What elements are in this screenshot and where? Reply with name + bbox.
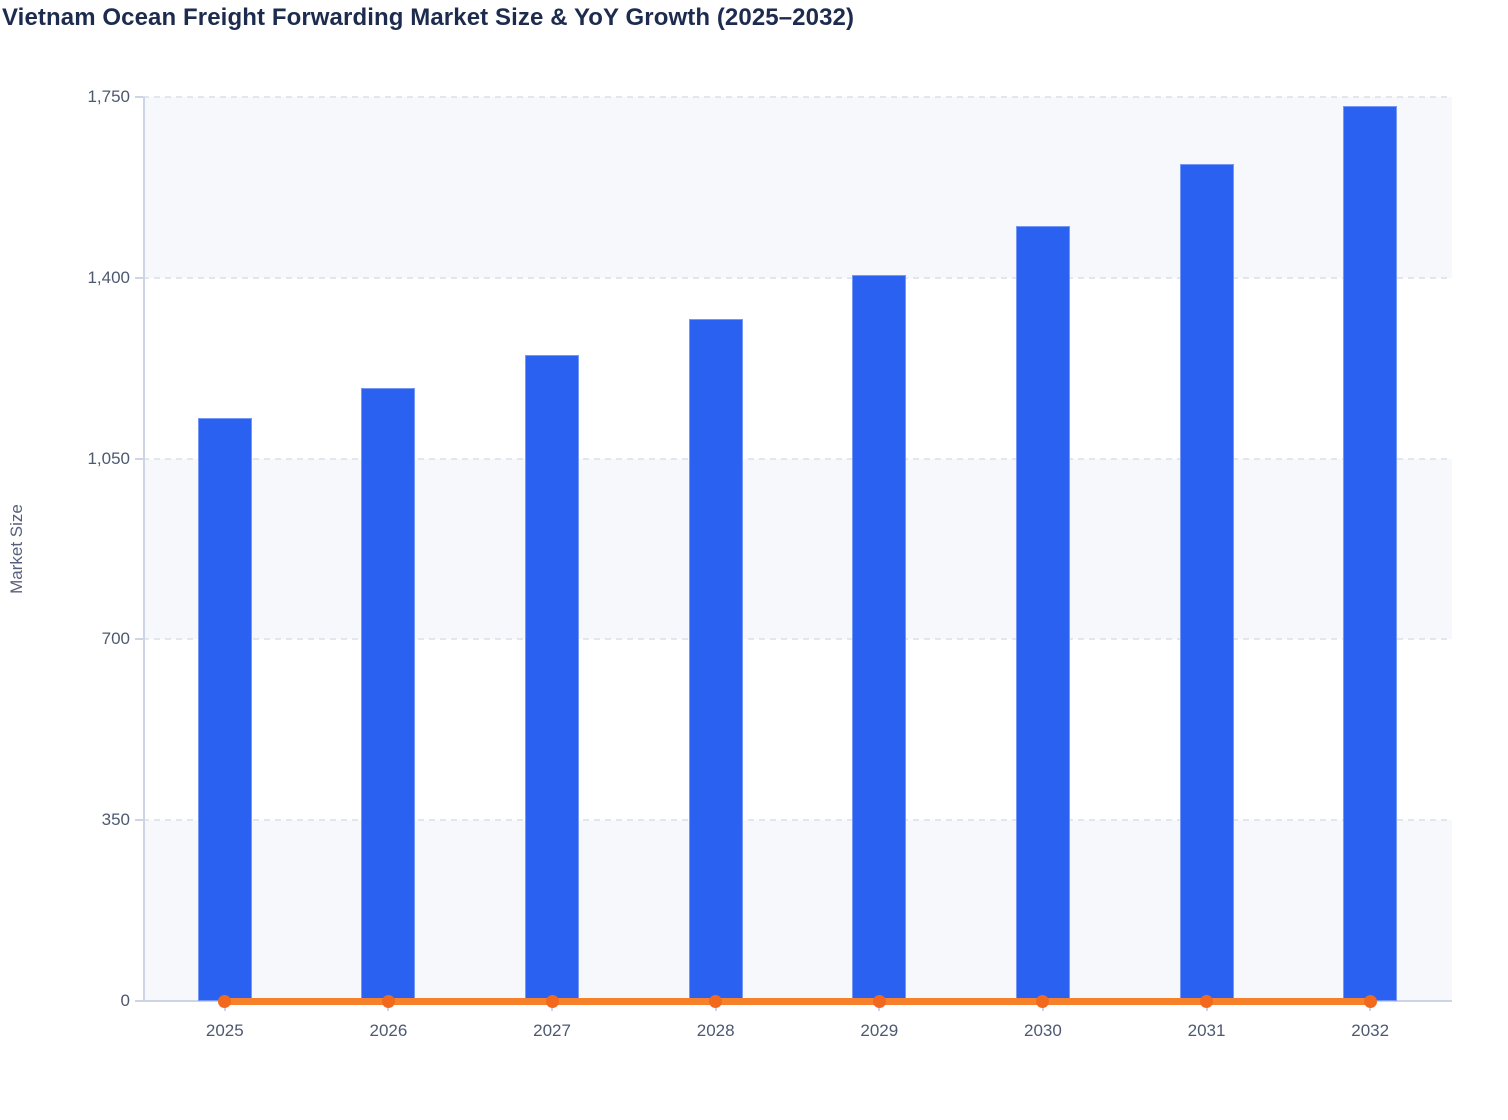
yoy-marker-2027[interactable] xyxy=(545,994,559,1008)
y-tick-label: 0 xyxy=(120,991,130,1010)
plot-band xyxy=(143,820,1452,1001)
bar-2029[interactable] xyxy=(852,274,907,1001)
yoy-marker-2029[interactable] xyxy=(872,994,886,1008)
y-tick-label: 700 xyxy=(101,629,130,649)
x-tick-label-2029: 2029 xyxy=(860,1021,899,1040)
x-tick-label-2025: 2025 xyxy=(205,1021,244,1040)
gridline xyxy=(143,638,1452,641)
y-tick-label: 1,400 xyxy=(87,267,130,287)
gridline xyxy=(143,276,1452,279)
plot-band xyxy=(143,458,1452,640)
plot-area xyxy=(143,96,1452,1008)
gridline xyxy=(143,819,1452,822)
y-axis-line xyxy=(143,97,145,1001)
gridline xyxy=(143,96,1452,98)
yoy-marker-2028[interactable] xyxy=(709,994,723,1008)
bar-2026[interactable] xyxy=(361,388,416,1001)
y-tick xyxy=(135,96,143,98)
y-tick xyxy=(135,819,143,822)
bar-2032[interactable] xyxy=(1343,105,1398,1001)
x-tick-label-2030: 2030 xyxy=(1024,1021,1062,1040)
yoy-growth-line[interactable] xyxy=(221,997,1374,1005)
y-tick xyxy=(135,1000,143,1002)
plot-band xyxy=(143,97,1452,278)
yoy-marker-2026[interactable] xyxy=(381,994,395,1008)
x-tick-label-2032: 2032 xyxy=(1351,1021,1390,1040)
yoy-marker-2032[interactable] xyxy=(1363,994,1377,1008)
bar-2025[interactable] xyxy=(197,418,252,1001)
x-tick-label-2026: 2026 xyxy=(369,1021,408,1040)
y-tick-label: 1,050 xyxy=(87,448,130,468)
y-axis-title: Market Size xyxy=(7,504,26,594)
gridline xyxy=(143,457,1452,460)
bar-2028[interactable] xyxy=(688,318,743,1001)
yoy-marker-2031[interactable] xyxy=(1200,994,1214,1008)
chart-title: Vietnam Ocean Freight Forwarding Market … xyxy=(2,4,855,31)
x-tick-label-2031: 2031 xyxy=(1187,1021,1226,1040)
bar-2031[interactable] xyxy=(1179,163,1234,1001)
x-tick-label-2027: 2027 xyxy=(533,1021,571,1040)
y-tick xyxy=(135,276,143,279)
x-tick-label-2028: 2028 xyxy=(696,1021,735,1040)
bar-2027[interactable] xyxy=(525,354,580,1001)
y-tick xyxy=(135,638,143,641)
y-tick-label: 1,750 xyxy=(87,87,130,106)
y-tick-label: 350 xyxy=(101,810,130,830)
yoy-marker-2025[interactable] xyxy=(218,994,232,1008)
bar-2030[interactable] xyxy=(1015,226,1070,1001)
yoy-marker-2030[interactable] xyxy=(1036,994,1050,1008)
y-tick xyxy=(135,457,143,460)
